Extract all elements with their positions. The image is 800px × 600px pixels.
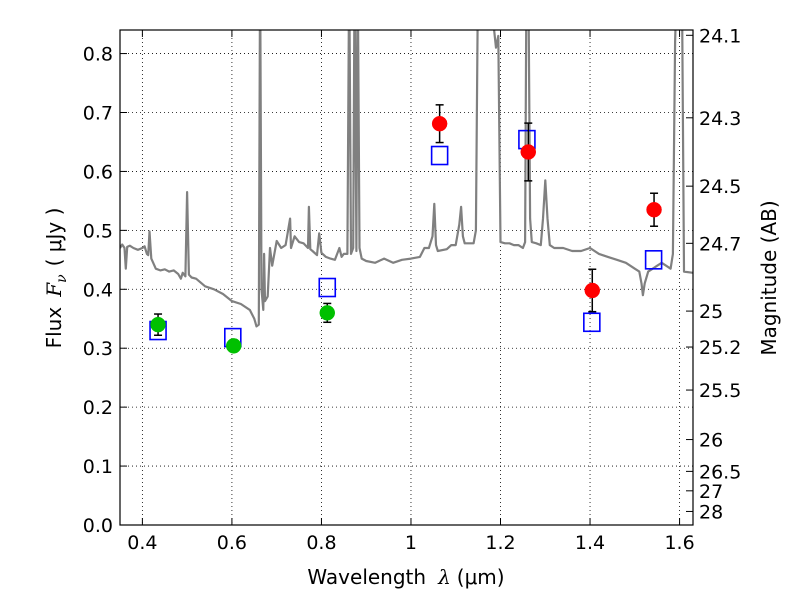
markers-layer (149, 104, 663, 354)
model-square-marker (430, 145, 449, 166)
y-tick-label: 0.3 (83, 338, 113, 360)
x-tick-label: 1.6 (664, 532, 694, 554)
data-point (520, 144, 537, 160)
data-point (431, 115, 448, 132)
magnitude-tick-label: 28 (699, 501, 723, 523)
x-tick-label: 1.2 (485, 532, 515, 554)
magnitude-tick-label: 27 (699, 481, 723, 503)
y-tick-label: 0.0 (83, 515, 113, 537)
magnitude-tick-label: 24.7 (699, 233, 741, 255)
ticks: 0.4 0.6 0.8 1 1.2 1.4 1.6 0.0 0.1 0.2 0.3 0.4 0.5 0.6… (83, 25, 742, 554)
data-point (319, 305, 336, 321)
x-tick-label: 1 (405, 532, 417, 554)
y-tick-label: 0.5 (83, 220, 113, 242)
y-tick-label: 0.6 (83, 161, 113, 183)
model-square-marker (583, 312, 601, 333)
spectrum-line (120, 30, 693, 328)
y2-axis-label: Magnitude (AB) (757, 200, 781, 355)
y-tick-label: 0.1 (83, 456, 113, 478)
y-tick-label: 0.8 (83, 44, 113, 66)
data-point (646, 201, 662, 218)
plot-frame (119, 29, 694, 526)
magnitude-tick-label: 25 (699, 301, 723, 323)
x-tick-label: 0.8 (306, 532, 336, 554)
model-square-marker (644, 250, 663, 270)
magnitude-tick-label: 24.3 (699, 108, 741, 130)
x-axis-label: Wavelength λ (μm) (307, 565, 504, 589)
model-square-marker (318, 277, 337, 298)
series-layer (120, 30, 693, 328)
x-tick-label: 0.6 (217, 532, 247, 554)
y-axis-label: FluxFν( μJy ) (42, 208, 70, 349)
magnitude-tick-label: 24.5 (699, 176, 741, 198)
y-tick-label: 0.4 (83, 279, 113, 301)
magnitude-tick-label: 26 (699, 430, 723, 452)
x-tick-label: 0.4 (127, 532, 157, 554)
data-point (225, 338, 242, 354)
x-tick-label: 1.4 (575, 532, 605, 554)
data-point (150, 316, 166, 333)
magnitude-tick-label: 25.5 (699, 380, 741, 402)
magnitude-tick-label: 24.1 (699, 25, 741, 47)
magnitude-tick-label: 25.2 (699, 337, 741, 359)
y-tick-label: 0.7 (83, 103, 113, 125)
magnitude-tick-label: 26.5 (699, 461, 741, 483)
grid (120, 30, 693, 525)
data-point (584, 282, 601, 299)
y-tick-label: 0.2 (83, 397, 113, 419)
plot-area (120, 30, 693, 328)
